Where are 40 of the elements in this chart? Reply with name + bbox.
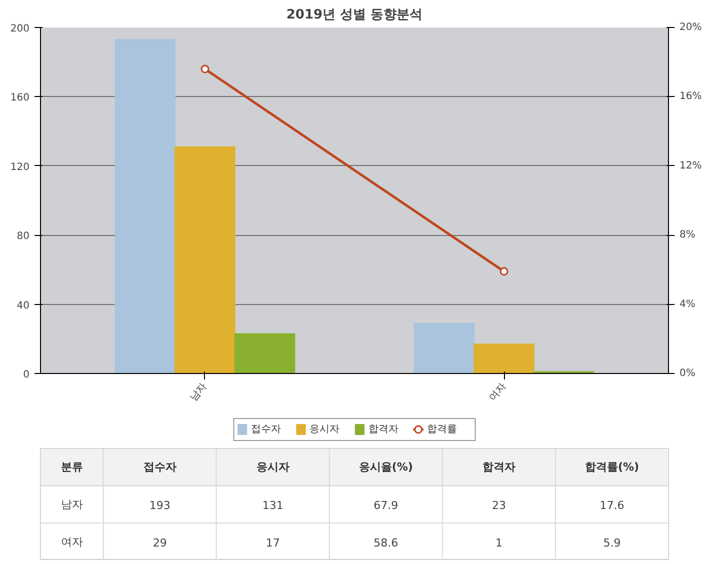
bar <box>174 146 236 374</box>
y2-tick-label: 20% <box>680 22 702 33</box>
category-label: 접수자 <box>143 460 176 474</box>
text: 58.6 <box>374 536 398 550</box>
text: 131 <box>262 499 284 512</box>
bar <box>234 333 296 374</box>
y-tick-label: 120 <box>10 162 30 173</box>
y-tick-label: 40 <box>16 300 30 312</box>
text: 17 <box>266 536 280 550</box>
bar <box>474 344 534 374</box>
text: 193 <box>149 499 170 512</box>
category-label: 여자 <box>60 535 83 548</box>
text: 1 <box>495 536 502 550</box>
category-label: 응시율(%) <box>358 460 413 474</box>
y2-tick-label: 0% <box>680 368 696 379</box>
y-tick-label: 200 <box>10 24 30 34</box>
text: 5.9 <box>603 536 621 550</box>
y2-tick-label: 8% <box>680 230 696 241</box>
chart-title: 2019년 성별 동향분석 <box>286 8 423 22</box>
y2-tick-label: 12% <box>680 160 702 172</box>
text: 67.9 <box>374 499 398 512</box>
category-label: 합격자 <box>482 460 516 474</box>
category-label: 응시자 <box>256 460 290 474</box>
legend-label: 응시자 <box>310 424 340 435</box>
text: 23 <box>492 499 506 512</box>
text: 29 <box>152 536 167 550</box>
bar <box>414 322 475 374</box>
y2-tick-label: 4% <box>680 298 696 310</box>
legend-label: 합격률 <box>426 424 457 435</box>
legend-label: 접수자 <box>250 424 281 435</box>
text: 17.6 <box>600 499 624 512</box>
y-tick-label: 0 <box>23 370 30 380</box>
legend-label: 합격자 <box>368 424 398 435</box>
category-label: 남자 <box>60 498 83 511</box>
y2-tick-label: 16% <box>680 91 702 102</box>
y-tick-label: 80 <box>16 231 30 242</box>
category-label: 분류 <box>60 460 83 474</box>
category-label: 합격률(%) <box>584 460 640 474</box>
y-tick-label: 160 <box>10 92 30 104</box>
bar <box>114 39 176 374</box>
